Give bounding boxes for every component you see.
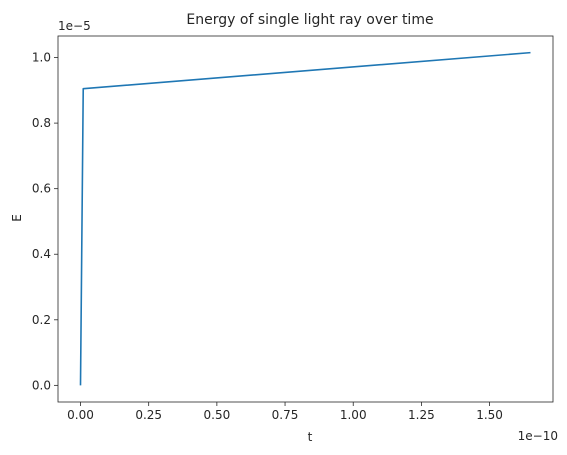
x-axis-ticks: 0.00 0.25 0.50 0.75 1.00 1.25 1.50 — [67, 402, 503, 422]
y-tick-label: 0.2 — [32, 313, 51, 327]
y-tick-label: 0.0 — [32, 378, 51, 392]
y-tick-label: 1.0 — [32, 51, 51, 65]
plot-area — [58, 36, 553, 402]
chart-title: Energy of single light ray over time — [186, 12, 433, 28]
x-offset-label: 1e−10 — [518, 429, 558, 443]
y-offset-label: 1e−5 — [58, 19, 91, 33]
y-tick-label: 0.8 — [32, 116, 51, 130]
x-tick-label: 1.00 — [340, 408, 367, 422]
y-axis-label: E — [10, 214, 24, 222]
y-tick-label: 0.4 — [32, 247, 51, 261]
plot-frame — [58, 36, 553, 402]
x-tick-label: 0.00 — [67, 408, 94, 422]
series-layer — [81, 53, 531, 386]
y-axis-ticks: 0.0 0.2 0.4 0.6 0.8 1.0 — [32, 51, 58, 393]
x-tick-label: 1.25 — [408, 408, 435, 422]
x-tick-label: 0.75 — [272, 408, 299, 422]
x-tick-label: 0.25 — [135, 408, 162, 422]
series-line — [81, 53, 531, 386]
y-tick-label: 0.6 — [32, 182, 51, 196]
x-tick-label: 1.50 — [476, 408, 503, 422]
x-axis-label: t — [308, 430, 313, 444]
x-tick-label: 0.50 — [204, 408, 231, 422]
